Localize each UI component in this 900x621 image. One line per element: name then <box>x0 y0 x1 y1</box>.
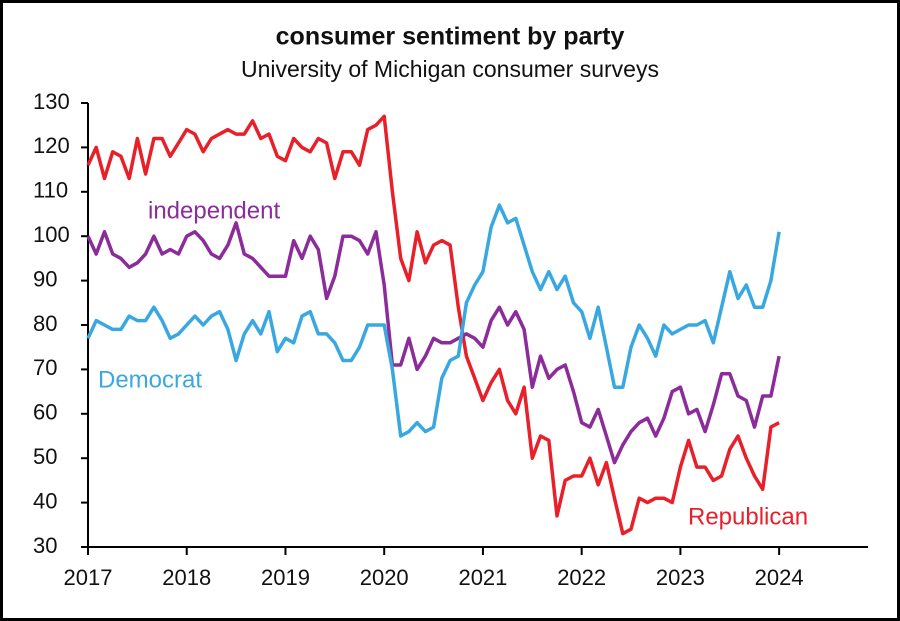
x-tick-label: 2023 <box>656 565 705 590</box>
y-tick-label: 130 <box>33 89 70 114</box>
y-tick-label: 30 <box>33 533 57 558</box>
y-tick-label: 110 <box>33 178 68 203</box>
x-tick-label: 2019 <box>261 565 310 590</box>
series-line <box>86 221 781 465</box>
chart-title: consumer sentiment by party <box>276 23 625 51</box>
series-line <box>86 114 780 536</box>
series-label: Republican <box>688 503 808 530</box>
y-tick-label: 120 <box>33 133 70 158</box>
x-tick-label: 2020 <box>360 565 409 590</box>
series-label: Democrat <box>98 366 202 393</box>
x-tick-label: 2021 <box>458 565 507 590</box>
y-tick-label: 50 <box>33 444 57 469</box>
x-tick-label: 2018 <box>162 565 211 590</box>
y-tick-label: 70 <box>33 355 57 380</box>
x-tick-label: 2024 <box>755 565 804 590</box>
x-tick-label: 2017 <box>64 565 113 590</box>
series-label: independent <box>148 197 280 224</box>
y-tick-label: 100 <box>33 222 70 247</box>
chart-subtitle: University of Michigan consumer surveys <box>241 56 659 82</box>
y-tick-label: 40 <box>33 488 57 513</box>
series-line <box>86 203 781 438</box>
x-tick-label: 2022 <box>557 565 606 590</box>
y-tick-label: 90 <box>33 266 57 291</box>
y-tick-label: 60 <box>33 400 57 425</box>
y-tick-label: 80 <box>33 311 57 336</box>
